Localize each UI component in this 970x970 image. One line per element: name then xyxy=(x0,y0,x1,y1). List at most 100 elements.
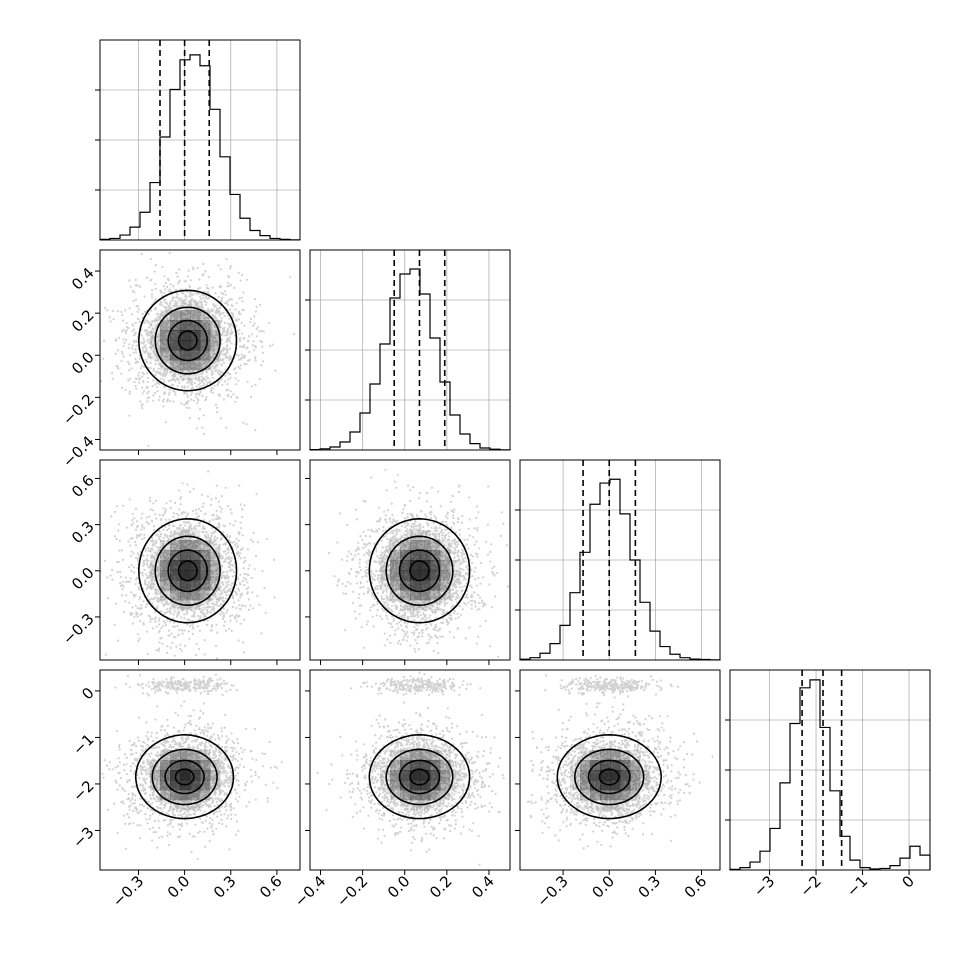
density-cell xyxy=(200,310,211,321)
density-cell xyxy=(180,570,191,581)
density-cell xyxy=(190,790,201,801)
density-cell xyxy=(170,750,181,761)
density-cell xyxy=(180,350,191,361)
density-cell xyxy=(200,770,211,781)
density-cell xyxy=(430,770,441,781)
density-cell xyxy=(430,760,441,771)
scatter-panel-2-1 xyxy=(99,249,301,451)
density-cell xyxy=(410,760,421,771)
density-cell xyxy=(200,550,211,561)
density-cell xyxy=(390,780,401,791)
density-cell xyxy=(170,540,181,551)
density-cell xyxy=(380,580,391,591)
density-cell xyxy=(610,750,621,761)
density-cell xyxy=(390,570,401,581)
contour-line xyxy=(368,518,471,624)
density-cell xyxy=(430,550,441,561)
density-cell xyxy=(200,530,210,540)
density-cell xyxy=(190,350,201,361)
density-cell xyxy=(160,350,171,361)
density-cell xyxy=(190,550,201,561)
contour-line xyxy=(174,768,195,786)
density-cell xyxy=(620,800,631,811)
density-cell xyxy=(220,560,230,570)
panel-content xyxy=(328,468,509,660)
density-cell xyxy=(600,750,611,761)
density-cell xyxy=(450,780,461,791)
density-cell xyxy=(180,760,191,771)
density-cell xyxy=(440,750,451,761)
scatter-panel-3-2 xyxy=(309,459,511,661)
density-cell xyxy=(430,590,441,601)
contour-line xyxy=(151,748,218,806)
density-cell xyxy=(170,560,181,571)
density-cell xyxy=(410,590,421,601)
density-cell xyxy=(410,800,421,811)
density-cell xyxy=(150,320,161,331)
x-tick-label: −2 xyxy=(797,872,825,900)
density-cell xyxy=(440,560,451,571)
density-cell xyxy=(390,750,401,761)
density-cell xyxy=(170,340,181,351)
contour-line xyxy=(587,759,631,795)
density-cell xyxy=(410,570,421,581)
density-cell xyxy=(410,580,421,591)
density-cell xyxy=(580,790,591,801)
density-cell xyxy=(440,550,451,561)
density-cell xyxy=(170,590,181,601)
hist-panel-3 xyxy=(515,459,721,661)
panel-frame xyxy=(99,459,301,661)
density-cell xyxy=(420,550,431,561)
density-cell xyxy=(210,360,221,371)
density-cell xyxy=(570,780,581,791)
density-cell xyxy=(160,560,171,571)
x-tick-label: 0.3 xyxy=(635,872,665,902)
density-cell xyxy=(590,770,601,781)
density-cell xyxy=(190,360,201,371)
contour-line xyxy=(598,768,620,786)
y-tick-label: 0.2 xyxy=(68,306,98,336)
density-cell xyxy=(190,600,201,611)
density-cell xyxy=(380,780,391,791)
x-tick-label: 0.4 xyxy=(468,872,498,902)
density-cell xyxy=(170,580,181,591)
density-cell xyxy=(440,540,451,551)
histogram-line xyxy=(99,54,301,241)
density-cell xyxy=(210,570,221,581)
density-cell xyxy=(190,750,201,761)
density-cell xyxy=(580,780,591,791)
panel-content xyxy=(100,673,283,860)
density-cell xyxy=(630,760,641,771)
density-cell xyxy=(410,770,421,781)
density-cell xyxy=(610,760,621,771)
y-tick-label: −3 xyxy=(69,823,97,851)
density-cell xyxy=(170,530,181,541)
density-cell xyxy=(400,590,411,601)
density-cell xyxy=(200,790,211,801)
density-cell xyxy=(190,770,201,781)
density-cell xyxy=(190,310,201,321)
density-cell xyxy=(160,550,171,561)
contour-line xyxy=(154,535,221,606)
density-cell xyxy=(600,780,611,791)
density-cell xyxy=(180,790,191,801)
density-cell xyxy=(410,780,421,791)
density-cell xyxy=(410,550,421,561)
density-cell xyxy=(180,310,191,321)
x-tick-label: 0.6 xyxy=(256,872,286,902)
density-cell xyxy=(620,790,631,801)
panel-frame xyxy=(309,669,511,871)
contour-line xyxy=(409,768,430,786)
density-cell xyxy=(180,370,191,381)
density-cell xyxy=(410,790,421,801)
density-cell xyxy=(420,560,431,571)
density-cell xyxy=(620,760,631,771)
density-cell xyxy=(390,580,401,591)
panel-content xyxy=(100,470,276,660)
density-cell xyxy=(190,800,201,811)
density-cell xyxy=(430,560,441,571)
density-cell xyxy=(200,350,211,361)
panel-frame xyxy=(99,39,301,241)
y-tick-label: 0.0 xyxy=(68,564,98,594)
density-cell xyxy=(390,540,401,551)
